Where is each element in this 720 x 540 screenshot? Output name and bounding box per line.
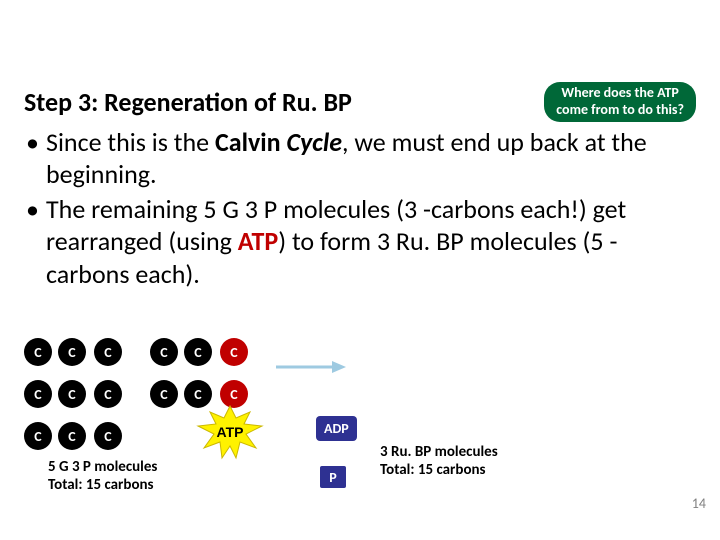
carbon: C xyxy=(94,338,122,366)
phosphate-box: P xyxy=(320,466,346,488)
step-heading: Step 3: Regeneration of Ru. BP xyxy=(24,86,352,118)
carbon: C xyxy=(58,380,86,408)
caption-left: 5 G 3 P molecules Total: 15 carbons xyxy=(48,458,157,494)
atp-label: ATP xyxy=(217,424,244,440)
atp-callout: Where does the ATP come from to do this? xyxy=(544,82,696,122)
carbon: C xyxy=(150,380,178,408)
page-number: 14 xyxy=(692,495,706,512)
carbon: C xyxy=(24,422,52,450)
callout-line2: come from to do this? xyxy=(556,102,684,119)
carbon: C xyxy=(24,380,52,408)
carbon: C xyxy=(94,380,122,408)
carbon: C xyxy=(58,422,86,450)
carbon: C xyxy=(184,338,212,366)
callout-line1: Where does the ATP xyxy=(556,85,684,102)
carbon: C xyxy=(24,338,52,366)
carbon: C xyxy=(220,338,248,366)
bullet-1: • Since this is the Calvin Cycle, we mus… xyxy=(26,126,696,191)
carbon: C xyxy=(94,422,122,450)
diagram: C C C C C C C C C C C C C C C ATP ADP P … xyxy=(24,338,704,518)
carbon: C xyxy=(150,338,178,366)
caption-right: 3 Ru. BP molecules Total: 15 carbons xyxy=(380,443,498,479)
adp-box: ADP xyxy=(316,416,357,441)
atp-starburst-icon: ATP xyxy=(194,404,266,460)
arrow-icon xyxy=(276,360,346,374)
bullet-2: • The remaining 5 G 3 P molecules (3 -ca… xyxy=(26,193,696,291)
carbon: C xyxy=(58,338,86,366)
